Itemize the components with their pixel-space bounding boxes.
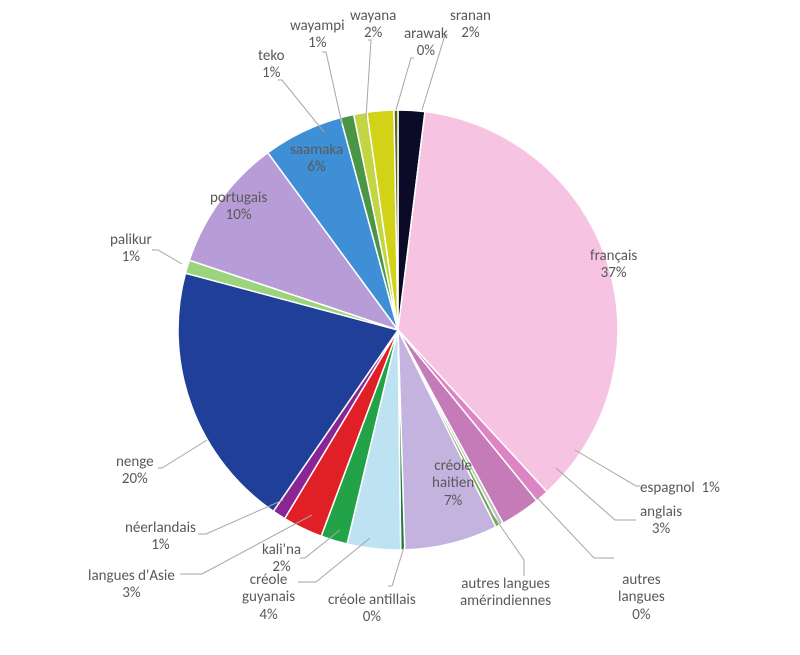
leader-line	[158, 440, 207, 468]
leader-line	[388, 547, 404, 586]
leader-line	[152, 250, 182, 264]
leader-line	[556, 468, 636, 520]
leader-line	[278, 80, 324, 132]
leader-line	[322, 52, 342, 124]
leader-line	[530, 490, 614, 558]
leader-lines	[0, 0, 800, 655]
leader-line	[180, 515, 312, 574]
leader-line	[396, 58, 414, 110]
leader-line	[575, 450, 640, 486]
language-pie-chart: sranan 2%français 37%espagnol 1%anglais …	[0, 0, 800, 655]
leader-line	[300, 530, 340, 558]
leader-line	[298, 538, 370, 582]
leader-line	[366, 40, 371, 118]
leader-line	[422, 35, 448, 110]
leader-line	[488, 508, 524, 576]
leader-line	[198, 500, 283, 534]
